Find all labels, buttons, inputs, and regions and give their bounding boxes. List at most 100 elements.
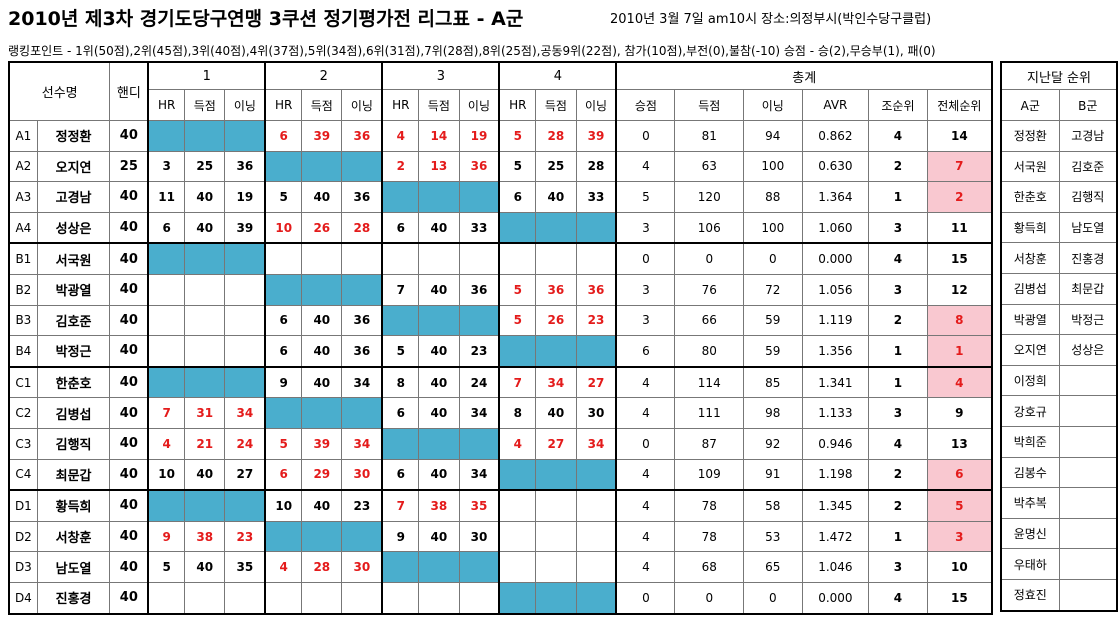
win-points: 4 — [615, 458, 676, 491]
score-cell: 40 — [301, 365, 343, 399]
hr-cell: 10 — [147, 458, 186, 491]
inning-cell — [458, 581, 500, 615]
handicap: 40 — [109, 520, 149, 553]
header-score: 득점 — [184, 89, 226, 121]
header-round-4: 4 — [498, 61, 617, 90]
total-score: 66 — [674, 304, 745, 337]
header-round-1: 1 — [147, 61, 266, 90]
total-inning: 59 — [743, 335, 803, 368]
avr: 0.630 — [801, 150, 870, 183]
side-b-name — [1058, 517, 1118, 550]
inning-cell: 36 — [341, 120, 383, 152]
score-cell: 40 — [418, 520, 460, 553]
inning-cell: 23 — [458, 335, 500, 368]
hr-cell: 9 — [381, 520, 420, 553]
overall-rank: 10 — [926, 551, 993, 583]
overall-rank: 5 — [926, 489, 993, 522]
avr: 1.119 — [801, 304, 870, 337]
hr-cell: 6 — [147, 211, 186, 244]
hr-cell — [498, 242, 537, 275]
self-match-cell — [147, 120, 186, 152]
score-cell: 29 — [301, 458, 343, 491]
side-a-name: 이정희 — [1000, 364, 1060, 397]
hr-cell: 7 — [381, 489, 420, 522]
self-match-cell — [498, 211, 537, 244]
player-code: D3 — [8, 551, 38, 583]
hr-cell — [381, 242, 420, 275]
hr-cell: 8 — [498, 397, 537, 429]
hr-cell: 7 — [498, 365, 537, 399]
side-a-name: 김병섭 — [1000, 272, 1060, 305]
side-row: 서창훈 진홍경 — [1000, 242, 1118, 274]
inning-cell: 19 — [224, 181, 266, 213]
handicap: 40 — [109, 335, 149, 368]
overall-rank: 2 — [926, 181, 993, 213]
table-row: D3 남도열 40 5 40 35 4 28 30 4 68 65 1.046 3 10 — [8, 551, 993, 583]
group-rank: 2 — [868, 489, 928, 522]
hr-cell: 8 — [381, 365, 420, 399]
self-match-cell — [224, 120, 266, 152]
self-match-cell — [535, 335, 577, 368]
self-match-cell — [301, 273, 343, 306]
self-match-cell — [341, 520, 383, 553]
hr-cell: 7 — [381, 273, 420, 306]
total-inning: 53 — [743, 520, 803, 553]
total-score: 81 — [674, 120, 745, 152]
inning-cell: 33 — [575, 181, 617, 213]
inning-cell: 23 — [224, 520, 266, 553]
self-match-cell — [381, 181, 420, 213]
player-code: D2 — [8, 520, 38, 553]
table-row: A4 성상은 40 6 40 39 10 26 28 6 40 33 3 106 100 1.060 3 11 — [8, 211, 993, 244]
handicap: 40 — [109, 242, 149, 275]
self-match-cell — [224, 365, 266, 399]
hr-cell: 7 — [147, 397, 186, 429]
table-row: A1 정정환 40 6 39 36 4 14 19 5 28 39 0 81 94 0.862 4 14 — [8, 120, 993, 152]
player-name: 서국원 — [36, 242, 111, 275]
inning-cell: 34 — [575, 427, 617, 460]
side-a-name: 우태하 — [1000, 548, 1060, 580]
header-inning: 이닝 — [341, 89, 383, 121]
total-score: 111 — [674, 397, 745, 429]
player-name: 한춘호 — [36, 365, 111, 399]
table-row: B1 서국원 40 0 0 0 0.000 4 15 — [8, 242, 993, 275]
inning-cell: 30 — [575, 397, 617, 429]
inning-cell: 36 — [458, 273, 500, 306]
hr-cell: 2 — [381, 150, 420, 183]
header-round-2: 2 — [264, 61, 383, 90]
inning-cell: 34 — [224, 397, 266, 429]
avr: 1.364 — [801, 181, 870, 213]
inning-cell: 34 — [341, 427, 383, 460]
header-win-points: 승점 — [615, 89, 676, 121]
handicap: 40 — [109, 365, 149, 399]
score-cell: 39 — [301, 120, 343, 152]
side-b-name — [1058, 456, 1118, 489]
inning-cell: 27 — [575, 365, 617, 399]
self-match-cell — [418, 181, 460, 213]
header-group-rank: 조순위 — [868, 89, 928, 121]
header-player: 선수명 — [8, 61, 111, 121]
side-b-name — [1058, 487, 1118, 519]
handicap: 40 — [109, 273, 149, 306]
self-match-cell — [147, 489, 186, 522]
side-a-name: 박추복 — [1000, 487, 1060, 519]
total-inning: 92 — [743, 427, 803, 460]
side-row: 김봉수 — [1000, 456, 1118, 489]
side-a-name: 윤명신 — [1000, 517, 1060, 550]
self-match-cell — [184, 242, 226, 275]
avr: 1.341 — [801, 365, 870, 399]
inning-cell: 27 — [224, 458, 266, 491]
side-row: 한춘호 김행직 — [1000, 181, 1118, 213]
total-inning: 88 — [743, 181, 803, 213]
score-cell: 34 — [535, 365, 577, 399]
self-match-cell — [381, 304, 420, 337]
avr: 1.046 — [801, 551, 870, 583]
total-inning: 100 — [743, 211, 803, 244]
inning-cell: 23 — [341, 489, 383, 522]
page-title: 2010년 제3차 경기도당구연맹 3쿠션 정기평가전 리그표 - A군 — [8, 8, 524, 30]
hr-cell: 5 — [498, 304, 537, 337]
side-b-name — [1058, 578, 1118, 612]
total-inning: 0 — [743, 581, 803, 615]
side-b-name — [1058, 395, 1118, 427]
self-match-cell — [418, 304, 460, 337]
handicap: 40 — [109, 304, 149, 337]
